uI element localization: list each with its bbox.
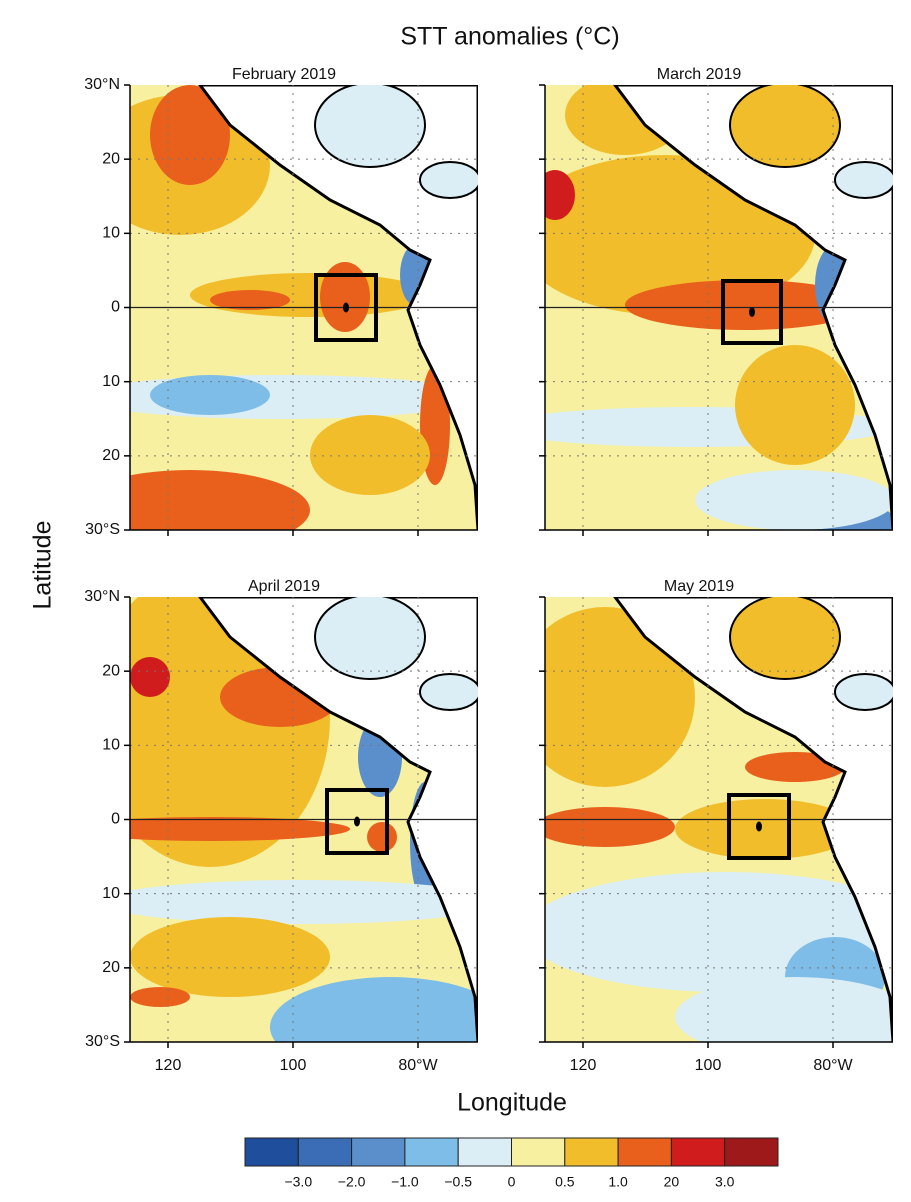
anomaly-region: [130, 987, 190, 1007]
land: [198, 597, 478, 1042]
gulf-water: [314, 597, 426, 680]
anomaly-region: [695, 470, 893, 530]
anomaly-region: [130, 917, 330, 997]
study-area-box: [314, 273, 378, 342]
colorbar-label: −1.0: [391, 1174, 419, 1190]
gulf-water: [729, 85, 841, 168]
study-area-box: [325, 788, 389, 855]
gulf-water: [729, 597, 841, 680]
panel-title: April 2019: [248, 578, 320, 595]
map-panel: May 2019 120 100 80°W: [539, 578, 893, 1074]
colorbar-swatch: [670, 1137, 726, 1167]
panel-title: February 2019: [232, 66, 336, 83]
colorbar-label: −0.5: [444, 1174, 472, 1190]
anomaly-region: [150, 85, 230, 185]
anomaly-region: [675, 977, 893, 1042]
colorbar-label: 0: [508, 1174, 516, 1190]
study-area-box: [721, 279, 783, 345]
anomaly-field: [130, 85, 478, 530]
lon-tick-label: 120: [155, 1057, 182, 1074]
colorbar-swatch: [244, 1137, 299, 1167]
lat-tick-label: 10: [102, 225, 120, 242]
caribbean-water: [834, 673, 893, 711]
lon-tick-label: 100: [695, 1057, 722, 1074]
island: [343, 302, 349, 313]
anomaly-region: [270, 977, 478, 1042]
lat-tick-label: 10: [102, 737, 120, 754]
lon-tick-label: 120: [570, 1057, 597, 1074]
anomaly-region: [130, 470, 310, 530]
colorbar-label: −3.0: [284, 1174, 312, 1190]
lon-tick-label: 80°W: [813, 1057, 853, 1074]
panel-title: March 2019: [657, 66, 742, 83]
lat-tick-label: 10: [102, 373, 120, 390]
anomaly-region: [210, 290, 290, 310]
lat-tick-label: 20: [102, 150, 120, 167]
colorbar: −3.0 −2.0 −1.0 −0.5 0 0.5 1.0 20 3.0: [244, 1137, 779, 1190]
anomaly-region: [130, 880, 478, 924]
map-panel: March 2019: [539, 66, 893, 536]
anomaly-region: [310, 415, 430, 495]
gulf-water: [314, 85, 426, 168]
colorbar-swatch: [297, 1137, 353, 1167]
anomaly-region: [735, 345, 855, 465]
colorbar-swatch: [511, 1137, 566, 1167]
caribbean-water: [419, 161, 478, 199]
colorbar-label: 0.5: [555, 1174, 575, 1190]
colorbar-swatch: [724, 1137, 779, 1167]
lat-tick-label: 0: [111, 299, 120, 316]
colorbar-swatch: [351, 1137, 406, 1167]
lat-tick-label: 20: [102, 662, 120, 679]
colorbar-label: −2.0: [338, 1174, 366, 1190]
colorbar-swatch: [457, 1137, 513, 1167]
figure-title: STT anomalies (°C): [400, 23, 619, 51]
colorbar-label: 20: [664, 1174, 680, 1190]
anomaly-field: [545, 85, 893, 530]
colorbar-swatch: [617, 1137, 672, 1167]
caribbean-water: [419, 673, 478, 711]
anomaly-region: [675, 799, 855, 859]
anomaly-region: [545, 807, 675, 847]
colorbar-label: 1.0: [608, 1174, 628, 1190]
study-area-box: [727, 793, 791, 860]
lat-tick-label: 0: [111, 811, 120, 828]
colorbar-swatch: [564, 1137, 619, 1167]
anomaly-region: [545, 170, 575, 220]
land: [613, 597, 893, 1042]
land: [198, 85, 478, 530]
island: [756, 821, 762, 832]
caribbean-water: [834, 161, 893, 199]
anomaly-region: [320, 262, 370, 332]
lat-tick-label: 30°N: [84, 76, 120, 93]
anomaly-region: [130, 657, 170, 697]
x-axis-label: Longitude: [457, 1089, 567, 1117]
anomaly-region: [150, 375, 270, 415]
anomaly-region: [545, 607, 695, 787]
colorbar-swatch: [404, 1137, 459, 1167]
lat-tick-label: 30°S: [85, 1033, 120, 1050]
lat-tick-label: 30°N: [84, 588, 120, 605]
y-axis-label: Latitude: [29, 521, 57, 610]
island: [354, 816, 360, 827]
panel-title: May 2019: [664, 578, 734, 595]
lon-tick-label: 100: [280, 1057, 307, 1074]
lat-tick-label: 30°S: [85, 521, 120, 538]
anomaly-field: [130, 597, 478, 1042]
anomaly-region: [367, 822, 397, 852]
island: [749, 307, 755, 317]
anomaly-region: [130, 817, 350, 841]
anomaly-region: [625, 280, 865, 330]
land: [613, 85, 893, 530]
lat-tick-label: 20: [102, 447, 120, 464]
map-panel: February 2019 30°N 20 10 0 10 20 30°S: [84, 66, 478, 538]
lon-tick-label: 80°W: [398, 1057, 438, 1074]
lat-tick-label: 20: [102, 959, 120, 976]
lat-tick-label: 10: [102, 885, 120, 902]
anomaly-field: [545, 597, 893, 1042]
colorbar-label: 3.0: [715, 1174, 735, 1190]
